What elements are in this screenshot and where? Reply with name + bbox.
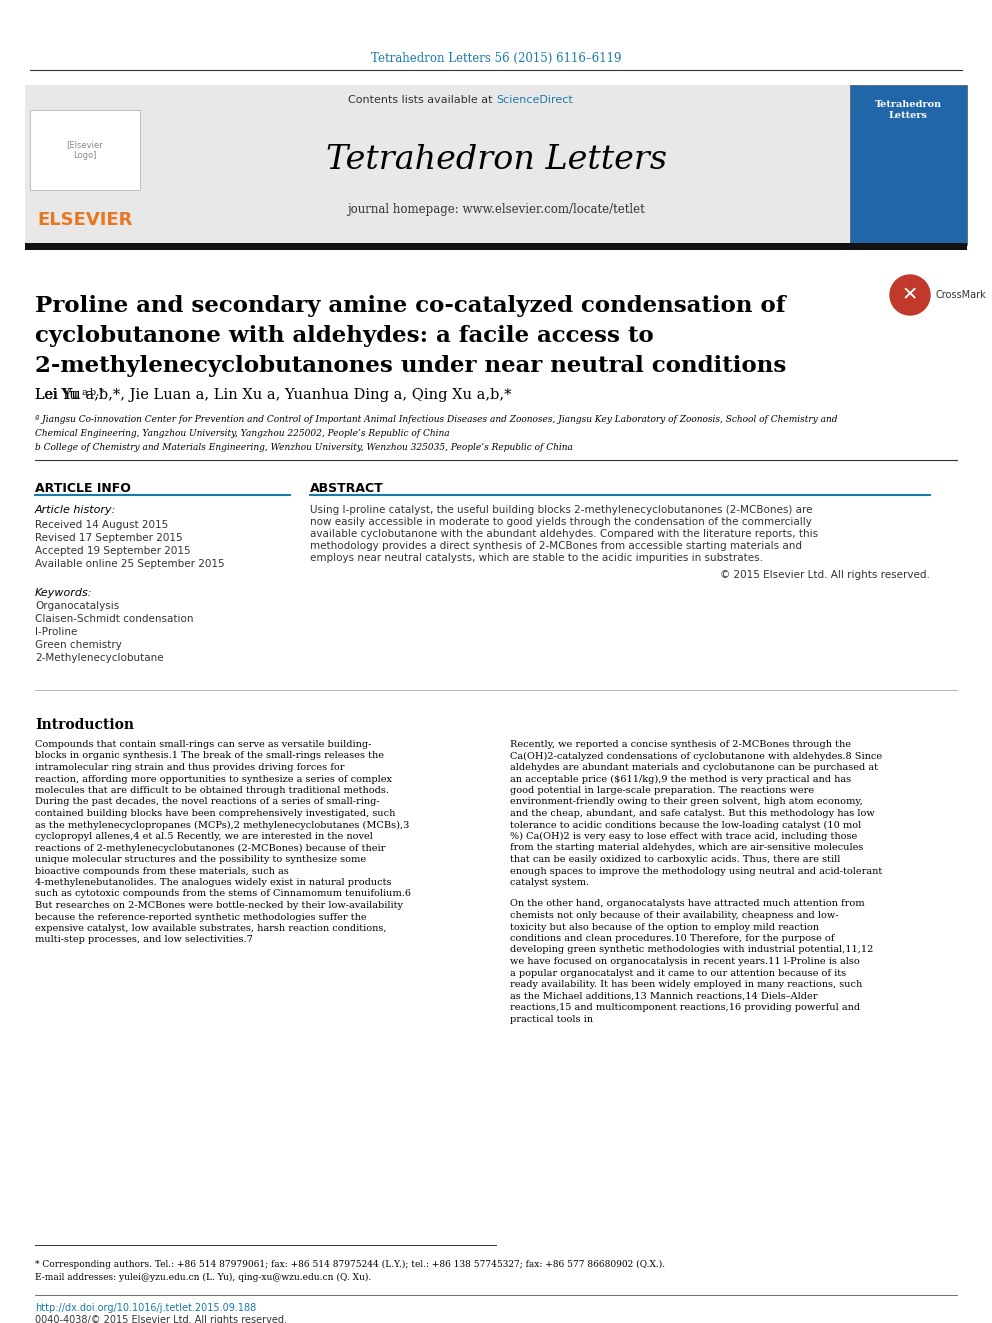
Text: ✕: ✕ [902,286,919,304]
Text: * Corresponding authors. Tel.: +86 514 87979061; fax: +86 514 87975244 (L.Y.); t: * Corresponding authors. Tel.: +86 514 8… [35,1259,665,1269]
Text: 2-Methylenecyclobutane: 2-Methylenecyclobutane [35,654,164,663]
Text: aldehydes are abundant materials and cyclobutanone can be purchased at: aldehydes are abundant materials and cyc… [510,763,878,773]
Text: contained building blocks have been comprehensively investigated, such: contained building blocks have been comp… [35,808,396,818]
Text: Tetrahedron
Letters: Tetrahedron Letters [874,101,941,119]
Text: multi-step processes, and low selectivities.7: multi-step processes, and low selectivit… [35,935,253,945]
Text: Revised 17 September 2015: Revised 17 September 2015 [35,533,183,542]
Text: Tetrahedron Letters: Tetrahedron Letters [325,144,667,176]
Bar [30,110,140,191]
Text: ready availability. It has been widely employed in many reactions, such: ready availability. It has been widely e… [510,980,862,990]
Text: © 2015 Elsevier Ltd. All rights reserved.: © 2015 Elsevier Ltd. All rights reserved… [720,570,930,579]
Text: environment-friendly owing to their green solvent, high atom economy,: environment-friendly owing to their gree… [510,798,863,807]
Text: Introduction: Introduction [35,718,134,732]
Text: catalyst system.: catalyst system. [510,878,589,886]
Text: methodology provides a direct synthesis of 2-MCBones from accessible starting ma: methodology provides a direct synthesis … [310,541,802,550]
Text: reactions,15 and multicomponent reactions,16 providing powerful and: reactions,15 and multicomponent reaction… [510,1003,860,1012]
Text: a popular organocatalyst and it came to our attention because of its: a popular organocatalyst and it came to … [510,968,846,978]
Text: and the cheap, abundant, and safe catalyst. But this methodology has low: and the cheap, abundant, and safe cataly… [510,808,875,818]
Text: ABSTRACT: ABSTRACT [310,482,384,495]
Bar [850,85,967,245]
Text: 0040-4038/© 2015 Elsevier Ltd. All rights reserved.: 0040-4038/© 2015 Elsevier Ltd. All right… [35,1315,287,1323]
Text: Received 14 August 2015: Received 14 August 2015 [35,520,169,531]
Bar [25,243,967,250]
Text: we have focused on organocatalysis in recent years.11 l-Proline is also: we have focused on organocatalysis in re… [510,957,860,966]
Text: l-Proline: l-Proline [35,627,77,636]
Text: Green chemistry: Green chemistry [35,640,122,650]
Text: an acceptable price ($611/kg),9 the method is very practical and has: an acceptable price ($611/kg),9 the meth… [510,774,851,783]
Text: During the past decades, the novel reactions of a series of small-ring-: During the past decades, the novel react… [35,798,380,807]
Text: CrossMark: CrossMark [935,290,986,300]
Text: from the starting material aldehydes, which are air-sensitive molecules: from the starting material aldehydes, wh… [510,844,863,852]
Text: Organocatalysis: Organocatalysis [35,601,119,611]
Text: Contents lists available at: Contents lists available at [348,95,496,105]
Text: molecules that are difficult to be obtained through traditional methods.: molecules that are difficult to be obtai… [35,786,389,795]
Text: reaction, affording more opportunities to synthesize a series of complex: reaction, affording more opportunities t… [35,774,392,783]
Text: available cyclobutanone with the abundant aldehydes. Compared with the literatur: available cyclobutanone with the abundan… [310,529,818,538]
Text: blocks in organic synthesis.1 The break of the small-rings releases the: blocks in organic synthesis.1 The break … [35,751,384,761]
Text: Ca(OH)2-catalyzed condensations of cyclobutanone with aldehydes.8 Since: Ca(OH)2-catalyzed condensations of cyclo… [510,751,882,761]
Text: practical tools in: practical tools in [510,1015,593,1024]
Text: because the reference-reported synthetic methodologies suffer the: because the reference-reported synthetic… [35,913,367,922]
Text: Compounds that contain small-rings can serve as versatile building-: Compounds that contain small-rings can s… [35,740,371,749]
Text: E-mail addresses: yulei@yzu.edu.cn (L. Yu), qing-xu@wzu.edu.cn (Q. Xu).: E-mail addresses: yulei@yzu.edu.cn (L. Y… [35,1273,371,1282]
Text: journal homepage: www.elsevier.com/locate/tetlet: journal homepage: www.elsevier.com/locat… [347,204,645,217]
Text: On the other hand, organocatalysts have attracted much attention from: On the other hand, organocatalysts have … [510,900,865,909]
Text: reactions of 2-methylenecyclobutanones (2-MCBones) because of their: reactions of 2-methylenecyclobutanones (… [35,844,385,852]
Text: ELSEVIER: ELSEVIER [38,210,133,229]
Text: tolerance to acidic conditions because the low-loading catalyst (10 mol: tolerance to acidic conditions because t… [510,820,861,830]
Text: But researches on 2-MCBones were bottle-necked by their low-availability: But researches on 2-MCBones were bottle-… [35,901,403,910]
Text: toxicity but also because of the option to employ mild reaction: toxicity but also because of the option … [510,922,819,931]
Text: that can be easily oxidized to carboxylic acids. Thus, there are still: that can be easily oxidized to carboxyli… [510,855,840,864]
Text: Claisen-Schmidt condensation: Claisen-Schmidt condensation [35,614,193,624]
Text: 4-methylenebutanolides. The analogues widely exist in natural products: 4-methylenebutanolides. The analogues wi… [35,878,392,886]
Text: enough spaces to improve the methodology using neutral and acid-tolerant: enough spaces to improve the methodology… [510,867,882,876]
Text: cyclobutanone with aldehydes: a facile access to: cyclobutanone with aldehydes: a facile a… [35,325,654,347]
Text: chemists not only because of their availability, cheapness and low-: chemists not only because of their avail… [510,912,838,919]
Text: Proline and secondary amine co-catalyzed condensation of: Proline and secondary amine co-catalyzed… [35,295,786,318]
Text: Keywords:: Keywords: [35,587,92,598]
Text: http://dx.doi.org/10.1016/j.tetlet.2015.09.188: http://dx.doi.org/10.1016/j.tetlet.2015.… [35,1303,256,1312]
Text: ScienceDirect: ScienceDirect [496,95,572,105]
Text: [Elsevier
Logo]: [Elsevier Logo] [66,140,103,160]
Text: a,b,*: a,b,* [82,388,105,397]
Text: unique molecular structures and the possibility to synthesize some: unique molecular structures and the poss… [35,855,366,864]
Text: Chemical Engineering, Yangzhou University, Yangzhou 225002, People’s Republic of: Chemical Engineering, Yangzhou Universit… [35,429,449,438]
Text: developing green synthetic methodologies with industrial potential,11,12: developing green synthetic methodologies… [510,946,873,954]
Text: Lei Yu a,b,*, Jie Luan a, Lin Xu a, Yuanhua Ding a, Qing Xu a,b,*: Lei Yu a,b,*, Jie Luan a, Lin Xu a, Yuan… [35,388,512,402]
Bar [25,85,967,245]
Text: conditions and clean procedures.10 Therefore, for the purpose of: conditions and clean procedures.10 There… [510,934,834,943]
Text: ª Jiangsu Co-innovation Center for Prevention and Control of Important Animal In: ª Jiangsu Co-innovation Center for Preve… [35,415,837,423]
Text: Using l-proline catalyst, the useful building blocks 2-methylenecyclobutanones (: Using l-proline catalyst, the useful bui… [310,505,812,515]
Text: 2-methylenecyclobutanones under near neutral conditions: 2-methylenecyclobutanones under near neu… [35,355,787,377]
Text: intramolecular ring strain and thus provides driving forces for: intramolecular ring strain and thus prov… [35,763,344,773]
Text: as the Michael additions,13 Mannich reactions,14 Diels–Alder: as the Michael additions,13 Mannich reac… [510,991,817,1000]
Text: Tetrahedron Letters 56 (2015) 6116–6119: Tetrahedron Letters 56 (2015) 6116–6119 [371,52,621,65]
Text: such as cytotoxic compounds from the stems of Cinnamomum tenuifolium.6: such as cytotoxic compounds from the ste… [35,889,411,898]
Text: Lei Yu: Lei Yu [35,388,82,402]
Text: bioactive compounds from these materials, such as: bioactive compounds from these materials… [35,867,289,876]
Text: Recently, we reported a concise synthesis of 2-MCBones through the: Recently, we reported a concise synthesi… [510,740,851,749]
Text: expensive catalyst, low available substrates, harsh reaction conditions,: expensive catalyst, low available substr… [35,923,387,933]
Text: %) Ca(OH)2 is very easy to lose effect with trace acid, including those: %) Ca(OH)2 is very easy to lose effect w… [510,832,857,841]
Text: good potential in large-scale preparation. The reactions were: good potential in large-scale preparatio… [510,786,814,795]
Text: ARTICLE INFO: ARTICLE INFO [35,482,131,495]
Text: b College of Chemistry and Materials Engineering, Wenzhou University, Wenzhou 32: b College of Chemistry and Materials Eng… [35,443,572,452]
Text: as the methylenecyclopropanes (MCPs),2 methylenecyclobutanes (MCBs),3: as the methylenecyclopropanes (MCPs),2 m… [35,820,410,830]
Text: now easily accessible in moderate to good yields through the condensation of the: now easily accessible in moderate to goo… [310,517,811,527]
Text: cyclopropyl allenes,4 et al.5 Recently, we are interested in the novel: cyclopropyl allenes,4 et al.5 Recently, … [35,832,373,841]
Circle shape [890,275,930,315]
Text: Article history:: Article history: [35,505,116,515]
Text: Available online 25 September 2015: Available online 25 September 2015 [35,560,224,569]
Text: Accepted 19 September 2015: Accepted 19 September 2015 [35,546,190,556]
Text: employs near neutral catalysts, which are stable to the acidic impurities in sub: employs near neutral catalysts, which ar… [310,553,763,564]
